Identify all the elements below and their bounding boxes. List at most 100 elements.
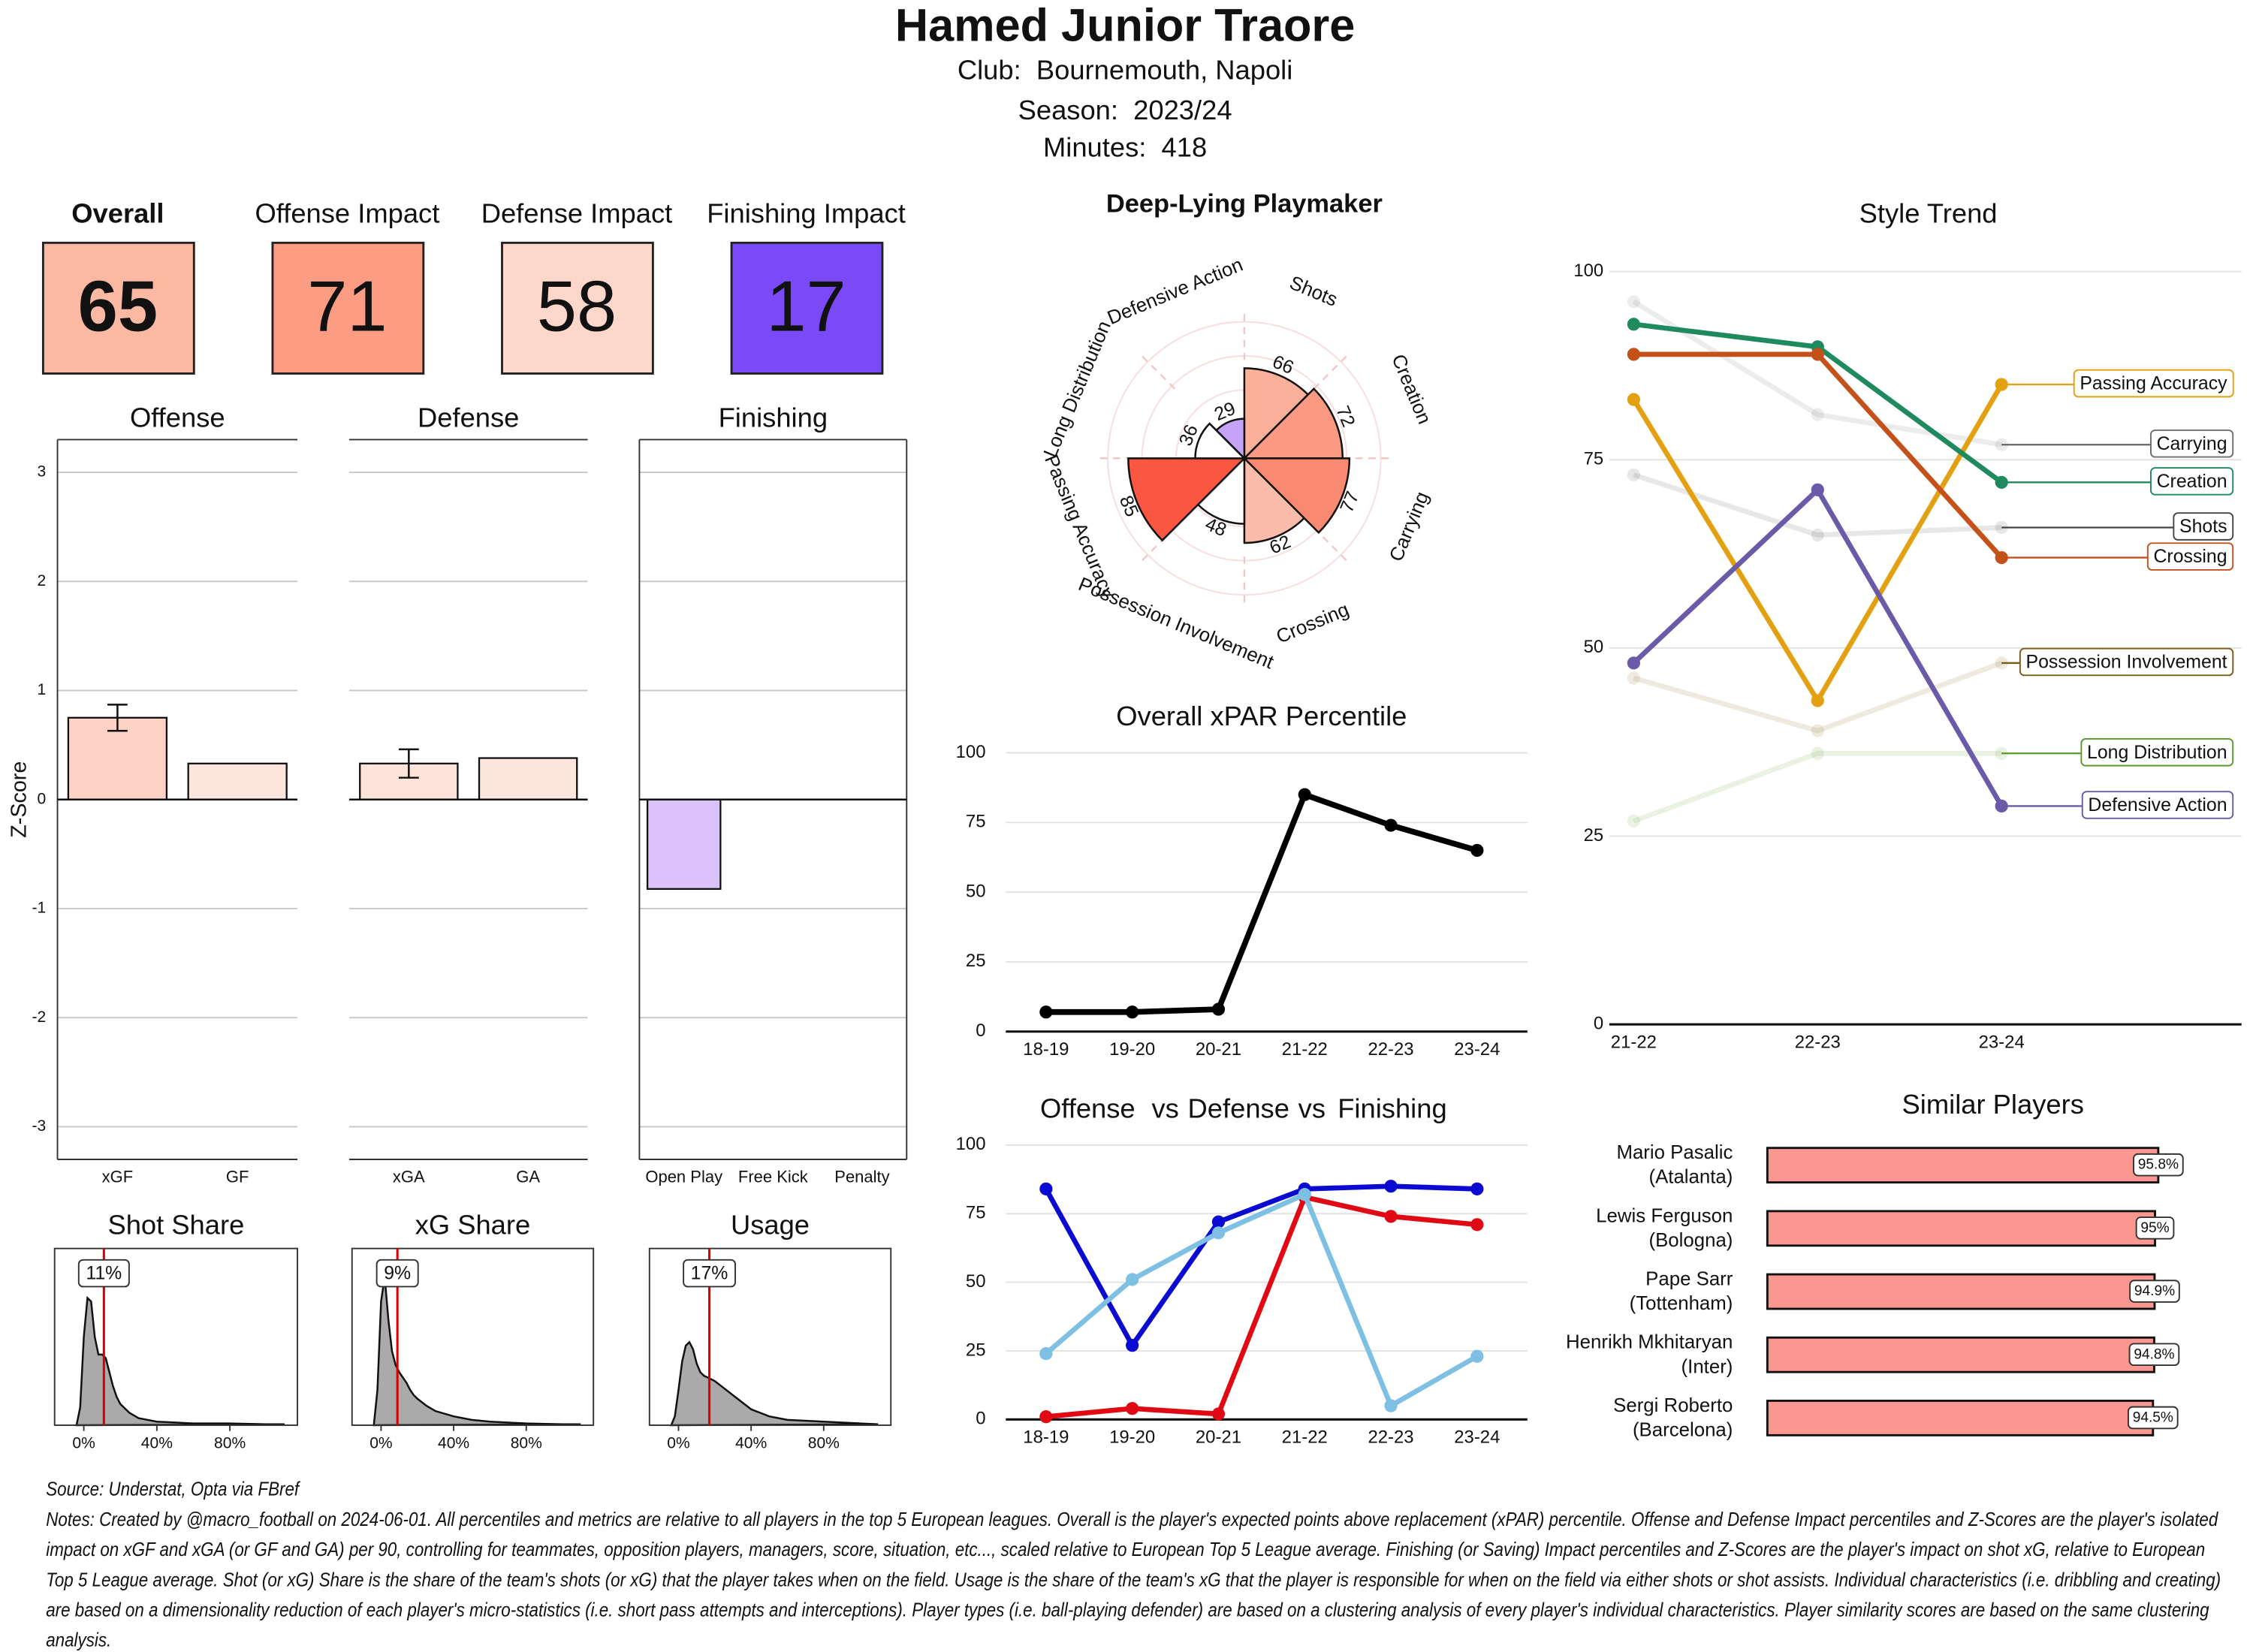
x-tick-label: GA	[516, 1168, 540, 1186]
density-area	[75, 1295, 285, 1427]
series-line	[1633, 472, 2002, 538]
source: Source: Understat, Opta via FBref	[46, 1478, 300, 1500]
density-area	[669, 1340, 879, 1427]
marker-label: 9%	[384, 1263, 411, 1284]
label-box	[2135, 1216, 2175, 1240]
y-tick-label: 1	[38, 681, 47, 698]
category-label: Carrying	[1386, 489, 1433, 565]
series-end-label: Crossing	[2153, 546, 2227, 567]
minutes: Minutes: 418	[1043, 132, 1207, 163]
y-axis-label: Z-Score	[7, 761, 31, 838]
x-tick-label: Open Play	[645, 1168, 722, 1186]
series-point	[1811, 746, 1824, 760]
series-point	[1627, 393, 1640, 406]
score-value: 17	[766, 266, 846, 346]
series-point	[1811, 724, 1824, 737]
chart-title: Similar Players	[1902, 1089, 2084, 1120]
y-tick-label: 100	[956, 1134, 986, 1154]
y-tick-label: 25	[966, 1340, 986, 1360]
series-point	[1627, 348, 1640, 361]
score-value: 58	[537, 266, 617, 346]
score-tile	[41, 241, 195, 375]
player-name: Pape Sarr	[1645, 1269, 1733, 1290]
club: Club: Bournemouth, Napoli	[958, 54, 1292, 85]
series-point	[1384, 1210, 1398, 1223]
y-tick-label: 2	[38, 572, 47, 589]
player-name: Hamed Junior Traore	[895, 0, 1355, 50]
player-name: Mario Pasalic	[1616, 1142, 1733, 1163]
series-point	[1039, 1346, 1053, 1361]
x-tick-label: 80%	[214, 1434, 246, 1452]
y-tick-label: 0	[976, 1409, 985, 1429]
y-tick-label: 0	[976, 1020, 985, 1041]
series-line	[1045, 791, 1478, 1015]
label-box	[2129, 1280, 2180, 1303]
label-box	[2146, 542, 2234, 571]
frame	[351, 1247, 595, 1426]
series-end-label: Creation	[2157, 471, 2227, 492]
y-tick-label: 100	[956, 742, 986, 762]
chart-title: Deep-Lying Playmaker	[1106, 190, 1383, 219]
x-tick-label: Penalty	[834, 1168, 889, 1186]
y-tick-label: 75	[1584, 449, 1604, 469]
y-tick-label: -2	[32, 1008, 47, 1026]
series-point	[1627, 671, 1640, 685]
bar	[1766, 1210, 2156, 1247]
series-point	[1470, 1218, 1484, 1231]
bar	[187, 762, 288, 800]
player-name: Sergi Roberto	[1613, 1395, 1733, 1416]
y-tick-label: 0	[1594, 1013, 1603, 1033]
x-tick-label: 21-22	[1282, 1427, 1328, 1447]
panel-title: Usage	[731, 1210, 810, 1241]
label-box	[2128, 1343, 2180, 1367]
y-tick-label: 50	[966, 1271, 986, 1292]
series-end-label: Passing Accuracy	[2080, 373, 2227, 394]
score-tile	[271, 241, 425, 375]
score-label: Overall	[71, 198, 164, 229]
chart-title: Overall xPAR Percentile	[1116, 701, 1407, 731]
series-point	[1470, 1182, 1484, 1195]
label-box	[77, 1259, 130, 1288]
series-point	[1627, 295, 1640, 309]
bar	[478, 757, 578, 800]
y-tick-label: 75	[966, 812, 986, 832]
x-tick-label: 21-22	[1611, 1032, 1657, 1052]
spoke	[1313, 355, 1347, 390]
x-tick-label: 18-19	[1023, 1427, 1069, 1447]
title-separator: vs	[1151, 1093, 1178, 1124]
series-point	[1811, 694, 1824, 707]
label-box	[2133, 1153, 2184, 1177]
series-point	[1298, 788, 1311, 801]
player-club: (Barcelona)	[1633, 1419, 1733, 1440]
series-point	[1811, 483, 1824, 496]
y-tick-label: 25	[1584, 825, 1604, 846]
series-point	[1811, 408, 1824, 421]
series-point	[1627, 468, 1640, 481]
x-tick-label: 0%	[667, 1434, 689, 1452]
y-tick-label: 50	[1584, 637, 1604, 657]
x-tick-label: 18-19	[1023, 1039, 1069, 1060]
x-tick-label: Free Kick	[738, 1168, 809, 1186]
polar-bar	[1194, 422, 1247, 460]
y-tick-label: -1	[32, 900, 47, 917]
y-tick-label: 75	[966, 1203, 986, 1223]
value-label: 94.5%	[2133, 1409, 2173, 1425]
series-end-label: Long Distribution	[2087, 742, 2227, 763]
polar-bar	[1214, 418, 1246, 461]
series-line	[1043, 1183, 1477, 1348]
density-area	[372, 1277, 581, 1427]
x-tick-label: 22-23	[1368, 1039, 1413, 1060]
value-label: 95.8%	[2138, 1157, 2179, 1173]
category-label: Creation	[1387, 351, 1434, 427]
series-point	[1211, 1407, 1226, 1421]
x-tick-label: 23-24	[1454, 1039, 1500, 1060]
series-point	[1470, 1349, 1484, 1363]
series-point	[1039, 1182, 1053, 1195]
player-name: Lewis Ferguson	[1596, 1205, 1733, 1226]
value-label: 94.9%	[2134, 1283, 2175, 1299]
category-label: Crossing	[1274, 599, 1353, 648]
polar-bar	[1241, 457, 1351, 535]
label-box	[2081, 791, 2234, 819]
bar	[646, 798, 722, 890]
label-box	[2149, 467, 2234, 496]
